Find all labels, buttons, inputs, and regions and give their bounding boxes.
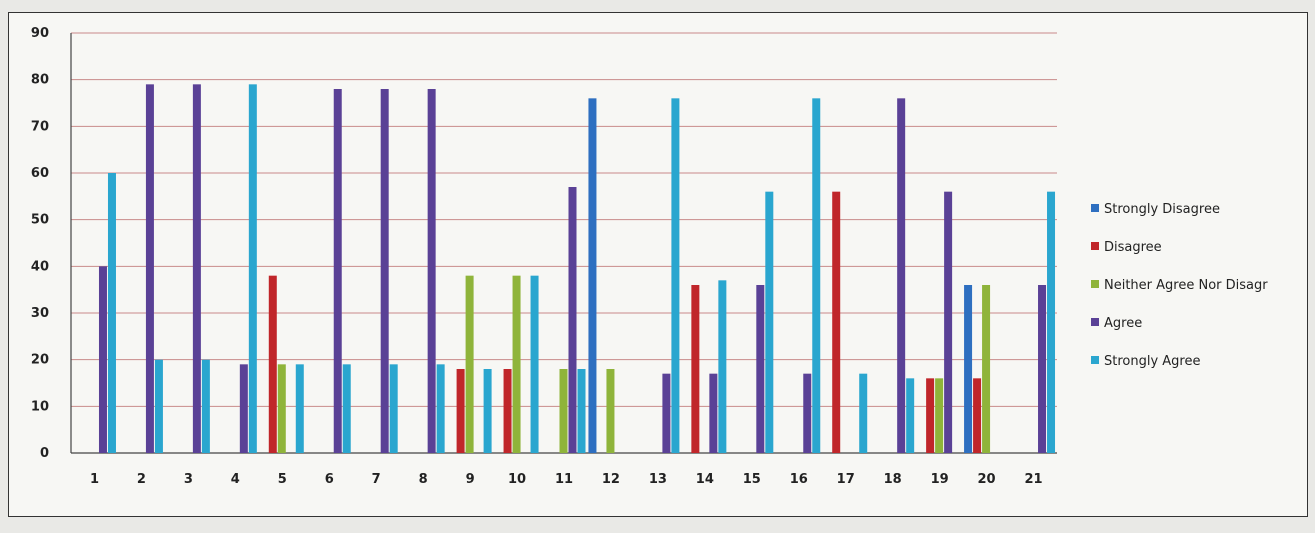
bar-disagree-9 xyxy=(457,369,465,453)
y-tick-label: 10 xyxy=(31,399,49,414)
y-tick-label: 80 xyxy=(31,73,49,88)
x-tick-label: 1 xyxy=(90,472,99,487)
bar-strongly-agree-21 xyxy=(1047,192,1055,453)
bar-agree-19 xyxy=(944,192,952,453)
bar-strongly-agree-8 xyxy=(437,364,445,453)
legend-swatch xyxy=(1091,204,1099,212)
x-tick-label: 19 xyxy=(931,472,949,487)
x-tick-label: 2 xyxy=(137,472,146,487)
x-tick-label: 5 xyxy=(278,472,287,487)
bar-strongly-agree-13 xyxy=(671,98,679,453)
bar-agree-13 xyxy=(662,374,670,453)
bar-agree-6 xyxy=(334,89,342,453)
legend: Strongly Disagree Disagree Neither Agree N… xyxy=(1091,202,1268,369)
legend-label: Strongly Disagree xyxy=(1104,202,1220,217)
y-tick-label: 70 xyxy=(31,119,49,134)
x-tick-labels: 1 2 3 4 5 6 7 8 9 10 11 12 13 14 15 16 17 18 19 20 21 xyxy=(90,472,1043,487)
x-tick-label: 18 xyxy=(884,472,902,487)
bars xyxy=(99,84,1055,453)
bar-neither-agree-nor-disagr-20 xyxy=(982,285,990,453)
bar-strongly-disagree-12 xyxy=(588,98,596,453)
chart-frame: 0 10 20 30 40 50 60 70 80 90 1 2 3 4 5 6 7 8 9 10 11 12 13 14 1… xyxy=(8,12,1308,517)
legend-swatch xyxy=(1091,242,1099,250)
bar-neither-agree-nor-disagr-9 xyxy=(466,276,474,453)
x-tick-label: 14 xyxy=(696,472,714,487)
bar-neither-agree-nor-disagr-5 xyxy=(278,364,286,453)
y-tick-labels: 0 10 20 30 40 50 60 70 80 90 xyxy=(31,26,49,461)
y-tick-label: 0 xyxy=(40,446,49,461)
bar-strongly-agree-17 xyxy=(859,374,867,453)
legend-label: Agree xyxy=(1104,316,1142,331)
bar-agree-1 xyxy=(99,266,107,453)
x-tick-label: 20 xyxy=(978,472,996,487)
bar-agree-18 xyxy=(897,98,905,453)
y-tick-label: 20 xyxy=(31,353,49,368)
bar-agree-8 xyxy=(428,89,436,453)
bar-agree-11 xyxy=(569,187,577,453)
bar-strongly-agree-10 xyxy=(531,276,539,453)
bar-strongly-agree-11 xyxy=(578,369,586,453)
bar-strongly-agree-4 xyxy=(249,84,257,453)
legend-swatch xyxy=(1091,280,1099,288)
x-tick-label: 13 xyxy=(649,472,667,487)
x-tick-label: 7 xyxy=(372,472,381,487)
bar-strongly-agree-9 xyxy=(484,369,492,453)
bar-neither-agree-nor-disagr-19 xyxy=(935,378,943,453)
bar-strongly-disagree-20 xyxy=(964,285,972,453)
bar-agree-14 xyxy=(709,374,717,453)
x-tick-label: 12 xyxy=(602,472,620,487)
y-tick-label: 50 xyxy=(31,213,49,228)
bar-strongly-agree-14 xyxy=(718,280,726,453)
bar-agree-16 xyxy=(803,374,811,453)
bar-agree-21 xyxy=(1038,285,1046,453)
bar-strongly-agree-1 xyxy=(108,173,116,453)
legend-label: Strongly Agree xyxy=(1104,354,1201,369)
x-tick-label: 11 xyxy=(555,472,573,487)
bar-disagree-5 xyxy=(269,276,277,453)
legend-label: Disagree xyxy=(1104,240,1162,255)
bar-strongly-agree-16 xyxy=(812,98,820,453)
x-tick-label: 21 xyxy=(1024,472,1042,487)
bar-strongly-agree-7 xyxy=(390,364,398,453)
x-tick-label: 4 xyxy=(231,472,240,487)
bar-agree-3 xyxy=(193,84,201,453)
x-tick-label: 16 xyxy=(790,472,808,487)
bar-disagree-10 xyxy=(504,369,512,453)
y-tick-label: 30 xyxy=(31,306,49,321)
y-tick-label: 90 xyxy=(31,26,49,41)
legend-swatch xyxy=(1091,318,1099,326)
bar-agree-4 xyxy=(240,364,248,453)
bar-strongly-agree-6 xyxy=(343,364,351,453)
x-tick-label: 10 xyxy=(508,472,526,487)
legend-swatch xyxy=(1091,356,1099,364)
bar-strongly-agree-15 xyxy=(765,192,773,453)
bar-disagree-17 xyxy=(832,192,840,453)
bar-neither-agree-nor-disagr-12 xyxy=(606,369,614,453)
bar-neither-agree-nor-disagr-11 xyxy=(560,369,568,453)
bar-agree-7 xyxy=(381,89,389,453)
x-tick-label: 8 xyxy=(419,472,428,487)
bar-strongly-agree-5 xyxy=(296,364,304,453)
x-tick-label: 17 xyxy=(837,472,855,487)
x-tick-label: 6 xyxy=(325,472,334,487)
bar-strongly-agree-3 xyxy=(202,360,210,453)
bar-agree-2 xyxy=(146,84,154,453)
bar-strongly-agree-18 xyxy=(906,378,914,453)
bar-disagree-19 xyxy=(926,378,934,453)
y-tick-label: 60 xyxy=(31,166,49,181)
bar-neither-agree-nor-disagr-10 xyxy=(513,276,521,453)
y-tick-label: 40 xyxy=(31,259,49,274)
bar-agree-15 xyxy=(756,285,764,453)
x-tick-label: 9 xyxy=(466,472,475,487)
legend-label: Neither Agree Nor Disagr xyxy=(1104,278,1268,293)
bar-disagree-14 xyxy=(691,285,699,453)
x-tick-label: 15 xyxy=(743,472,761,487)
x-tick-label: 3 xyxy=(184,472,193,487)
bar-strongly-agree-2 xyxy=(155,360,163,453)
bar-disagree-20 xyxy=(973,378,981,453)
